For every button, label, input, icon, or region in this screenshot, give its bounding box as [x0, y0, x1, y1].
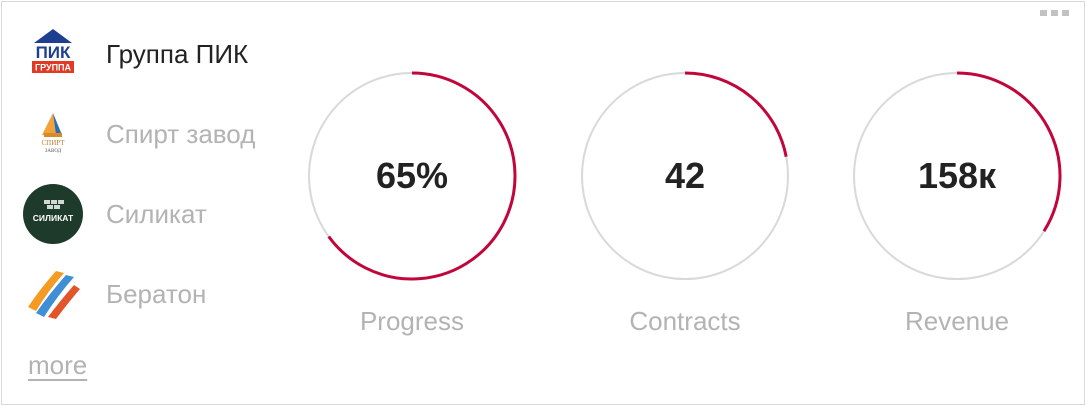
spirt-zavod-logo-icon: СПИРТ ЗАВОД — [22, 103, 84, 165]
company-name: Силикат — [106, 198, 207, 229]
progress-ring — [581, 71, 789, 280]
company-name: Группа ПИК — [106, 38, 249, 69]
company-name: Спирт завод — [106, 118, 256, 149]
progress-arc — [956, 71, 1062, 232]
metric-revenue: 158к Revenue — [851, 70, 1063, 336]
metric-value: 42 — [664, 155, 706, 196]
company-item-spirt-zavod[interactable]: СПИРТ ЗАВОД Спирт завод — [22, 94, 282, 174]
more-link[interactable]: more — [28, 350, 88, 380]
metric-value: 158к — [917, 155, 997, 196]
pik-logo-icon: ПИК ГРУППА — [22, 23, 84, 85]
company-list: ПИК ГРУППА Группа ПИК СПИРТ ЗАВОД Спирт … — [22, 14, 282, 334]
company-item-silikat[interactable]: СИЛИКАТ Силикат — [22, 174, 282, 254]
metric-label: Revenue — [904, 306, 1010, 336]
metric-contracts: 42 Contracts — [579, 70, 791, 336]
svg-text:СИЛИКАТ: СИЛИКАТ — [33, 213, 74, 223]
beraton-logo-icon — [22, 263, 84, 325]
company-item-beraton[interactable]: Бератон — [22, 254, 282, 334]
svg-text:ГРУППА: ГРУППА — [35, 63, 72, 73]
metric-progress: 65% Progress — [306, 70, 518, 336]
metric-label: Progress — [359, 306, 465, 336]
progress-arc — [684, 71, 788, 157]
progress-ring — [853, 71, 1062, 280]
metric-value: 65% — [375, 155, 449, 196]
svg-text:СПИРТ: СПИРТ — [41, 139, 65, 147]
silikat-logo-icon: СИЛИКАТ — [22, 183, 84, 245]
company-item-pik[interactable]: ПИК ГРУППА Группа ПИК — [22, 14, 282, 94]
metric-label: Contracts — [629, 306, 741, 336]
company-name: Бератон — [106, 278, 207, 309]
more-options-icon[interactable] — [1040, 10, 1070, 20]
svg-text:ЗАВОД: ЗАВОД — [45, 149, 62, 154]
svg-text:ПИК: ПИК — [36, 43, 71, 62]
progress-ring — [308, 71, 517, 281]
progress-arc — [327, 71, 517, 281]
